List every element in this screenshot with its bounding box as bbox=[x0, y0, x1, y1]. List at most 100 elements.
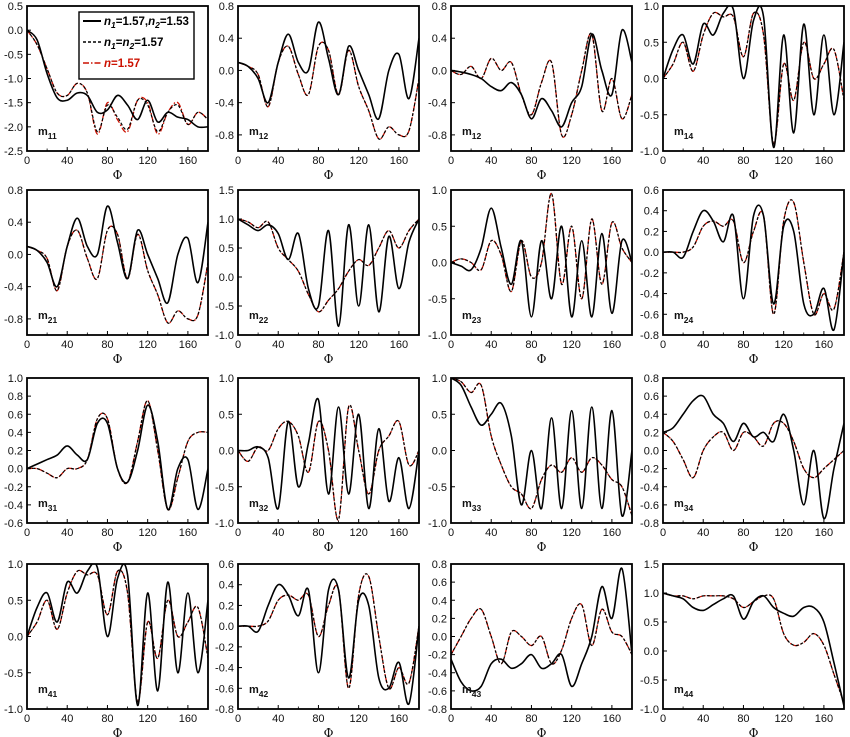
y-tick-label-0.0: 0.0 bbox=[432, 446, 447, 458]
y-tick-label--1.0: -1.0 bbox=[4, 74, 23, 86]
axes-frame-m44 bbox=[662, 563, 845, 710]
y-tick-label-1.0: 1.0 bbox=[644, 1, 659, 13]
x-tick-label-160: 160 bbox=[390, 155, 408, 167]
legend-entry-2: n1=n2=1.57 bbox=[104, 37, 163, 51]
series-dashdot-m13 bbox=[451, 32, 632, 138]
panel-label-m14: m14 bbox=[674, 126, 694, 141]
y-tick-label-0.0: 0.0 bbox=[432, 65, 447, 77]
y-tick-label-0.5: 0.5 bbox=[8, 595, 23, 607]
y-tick-label-1.0: 1.0 bbox=[219, 373, 234, 385]
x-axis-label-m23: Φ bbox=[537, 352, 547, 366]
panel-label-m42: m42 bbox=[249, 684, 269, 699]
y-tick-label-0.8: 0.8 bbox=[8, 185, 23, 197]
y-tick-label-0.0: 0.0 bbox=[432, 258, 447, 270]
axes-frame-m22 bbox=[237, 189, 420, 336]
x-tick-label-0: 0 bbox=[235, 527, 241, 539]
y-tick-label--0.6: -0.6 bbox=[640, 309, 659, 321]
series-dash-m14 bbox=[663, 11, 844, 145]
y-tick-label-0.0: 0.0 bbox=[8, 632, 23, 644]
x-tick-label-80: 80 bbox=[312, 527, 324, 539]
y-tick-label-0.5: 0.5 bbox=[219, 243, 234, 255]
y-tick-label-0.4: 0.4 bbox=[219, 580, 234, 592]
y-tick-label--0.4: -0.4 bbox=[428, 668, 447, 680]
legend-text: =1.53 bbox=[160, 16, 189, 28]
y-tick-label--0.8: -0.8 bbox=[428, 130, 447, 142]
series-solid-m32 bbox=[238, 397, 419, 510]
x-tick-label-0: 0 bbox=[24, 339, 30, 351]
y-tick-label--0.5: -0.5 bbox=[428, 482, 447, 494]
x-axis-label-m21: Φ bbox=[113, 352, 123, 366]
y-tick-label--0.8: -0.8 bbox=[640, 330, 659, 342]
y-tick-label-0.6: 0.6 bbox=[219, 559, 234, 571]
plot-area-m12 bbox=[238, 21, 419, 140]
y-tick-label--1.0: -1.0 bbox=[215, 518, 234, 530]
plot-area-m11 bbox=[27, 29, 208, 135]
x-tick-label-160: 160 bbox=[390, 713, 408, 725]
plot-area-m33 bbox=[451, 378, 632, 517]
axes-frame-m34 bbox=[662, 377, 845, 524]
series-dash-m21 bbox=[27, 225, 208, 324]
x-tick-label-160: 160 bbox=[815, 339, 833, 351]
y-tick-label--0.6: -0.6 bbox=[4, 518, 23, 530]
x-tick-label-160: 160 bbox=[390, 339, 408, 351]
y-tick-label-0.5: 0.5 bbox=[644, 37, 659, 49]
panel-label-sub: 21 bbox=[48, 315, 58, 325]
y-tick-label-0.6: 0.6 bbox=[8, 409, 23, 421]
x-tick-label-40: 40 bbox=[61, 155, 73, 167]
panel-label-m22: m22 bbox=[249, 310, 269, 325]
x-tick-label-0: 0 bbox=[24, 155, 30, 167]
panel-label-m41: m41 bbox=[38, 684, 58, 699]
panel-label-m23: m23 bbox=[462, 310, 482, 325]
series-dash-m23 bbox=[451, 193, 632, 300]
axes-frame-m33 bbox=[450, 377, 633, 524]
y-tick-label-0.2: 0.2 bbox=[644, 226, 659, 238]
y-tick-label-0.0: 0.0 bbox=[644, 247, 659, 259]
series-solid-m21 bbox=[27, 205, 208, 305]
y-tick-label--0.2: -0.2 bbox=[428, 650, 447, 662]
x-tick-label-40: 40 bbox=[697, 713, 709, 725]
axes-frame-m24 bbox=[662, 189, 845, 336]
x-tick-label-0: 0 bbox=[235, 339, 241, 351]
y-tick-label--1.0: -1.0 bbox=[4, 704, 23, 716]
y-tick-label--0.6: -0.6 bbox=[640, 500, 659, 512]
series-solid-m33 bbox=[451, 378, 632, 517]
x-tick-label-120: 120 bbox=[138, 713, 156, 725]
x-tick-label-120: 120 bbox=[138, 155, 156, 167]
y-tick-label--0.8: -0.8 bbox=[215, 130, 234, 142]
panel-label-m33: m33 bbox=[462, 498, 482, 513]
x-tick-label-0: 0 bbox=[24, 527, 30, 539]
legend-text: =1.57, bbox=[116, 16, 148, 28]
axes-frame-m31 bbox=[26, 377, 209, 524]
series-solid-m11 bbox=[27, 29, 208, 129]
x-axis-label-m24: Φ bbox=[749, 352, 759, 366]
panel-label-sub: 12 bbox=[259, 131, 269, 141]
y-tick-label--1.0: -1.0 bbox=[640, 704, 659, 716]
x-axis-label-m33: Φ bbox=[537, 540, 547, 554]
y-tick-label--0.4: -0.4 bbox=[4, 500, 23, 512]
series-dashdot-m14 bbox=[663, 11, 844, 145]
x-tick-label-80: 80 bbox=[312, 155, 324, 167]
plot-area-m42 bbox=[238, 573, 419, 705]
y-tick-label-1.0: 1.0 bbox=[219, 214, 234, 226]
legend-text: n bbox=[104, 37, 111, 49]
panel-label-sub: 41 bbox=[48, 689, 58, 699]
legend-text: =1.57 bbox=[134, 37, 163, 49]
series-dashdot-m21 bbox=[27, 225, 208, 324]
y-tick-label-0.0: 0.0 bbox=[219, 621, 234, 633]
panel-label-sub: 31 bbox=[48, 503, 58, 513]
series-solid-m43 bbox=[451, 567, 632, 692]
y-tick-label-0.4: 0.4 bbox=[432, 595, 447, 607]
x-tick-label-40: 40 bbox=[697, 155, 709, 167]
series-dashdot-m31 bbox=[27, 400, 208, 511]
legend-subscript: 1 bbox=[111, 20, 116, 30]
y-tick-label--0.5: -0.5 bbox=[215, 301, 234, 313]
series-solid-m44 bbox=[663, 592, 844, 707]
series-dashdot-m12 bbox=[238, 41, 419, 140]
legend-text: n bbox=[122, 37, 129, 49]
